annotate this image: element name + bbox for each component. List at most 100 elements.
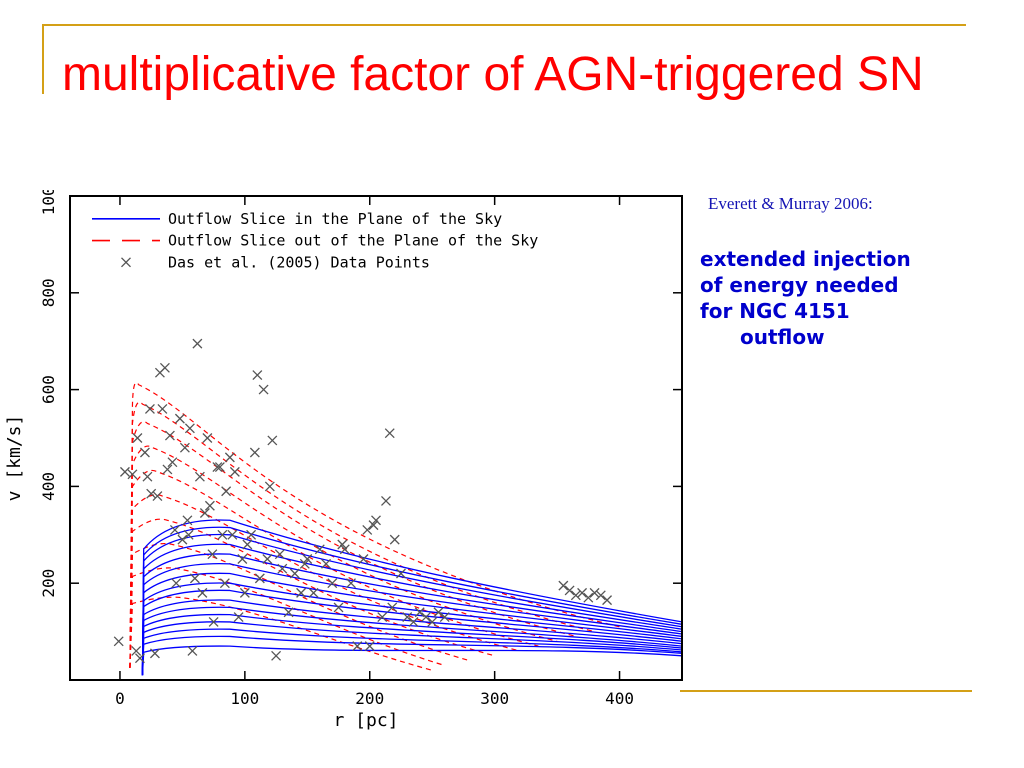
data-point-marker (427, 616, 438, 627)
data-point-marker (368, 520, 379, 531)
data-point-marker (144, 404, 155, 414)
data-point-marker (258, 384, 269, 395)
data-point-marker (570, 590, 581, 601)
data-point-marker (207, 549, 218, 560)
out-plane-curve (129, 421, 576, 668)
data-point-marker (159, 362, 170, 373)
data-point-marker (271, 650, 282, 661)
in-plane-curve (141, 645, 682, 676)
in-plane-curve (141, 589, 682, 676)
in-plane-curve (141, 621, 682, 676)
slide-title: multiplicative factor of AGN-triggered S… (62, 48, 924, 101)
data-point-marker (402, 612, 413, 623)
data-points-layer (113, 338, 613, 664)
data-point-marker (558, 580, 569, 591)
data-point-marker (352, 641, 363, 652)
data-point-marker (219, 578, 230, 589)
data-point-marker (408, 616, 419, 627)
accent-rule-left (42, 24, 44, 94)
data-point-marker (202, 433, 213, 443)
data-point-marker (189, 573, 200, 584)
y-tick-label: 1000 (39, 190, 58, 215)
data-point-marker (254, 573, 265, 584)
data-point-marker (233, 612, 244, 623)
data-point-marker (177, 534, 188, 545)
data-point-marker (602, 595, 613, 606)
legend-swatch-data-points (121, 257, 131, 268)
plot-frame (69, 195, 683, 681)
legend: Outflow Slice in the Plane of the Sky Ou… (92, 210, 538, 271)
data-point-marker (364, 641, 375, 652)
data-point-marker (239, 587, 250, 598)
data-point-marker (308, 587, 319, 598)
data-point-marker (339, 544, 350, 555)
data-point-marker (439, 612, 450, 623)
legend-label-data-points: Das et al. (2005) Data Points (168, 253, 430, 271)
data-point-marker (333, 602, 344, 613)
data-point-marker (214, 462, 225, 472)
data-point-marker (242, 539, 253, 550)
data-point-marker (267, 435, 278, 446)
x-tick-label: 100 (230, 689, 259, 708)
in-plane-curve (141, 543, 682, 676)
accent-rule-bottom (680, 690, 972, 692)
data-point-marker (358, 554, 369, 564)
data-point-marker (192, 338, 203, 349)
data-point-marker (346, 578, 356, 589)
data-point-marker (296, 587, 307, 598)
data-point-marker (131, 646, 142, 656)
in-plane-curve (141, 613, 682, 676)
in-plane-curve (141, 526, 682, 676)
in-plane-curve (141, 562, 682, 676)
out-plane-curve (129, 596, 433, 671)
x-tick-label: 300 (480, 689, 509, 708)
data-point-marker (337, 539, 348, 550)
x-tick-label: 400 (605, 689, 634, 708)
data-point-marker (119, 466, 130, 477)
data-point-marker (149, 648, 160, 659)
data-point-marker (414, 607, 425, 618)
y-tick-label: 600 (39, 375, 58, 404)
data-point-marker (246, 529, 257, 540)
data-point-marker (167, 457, 178, 468)
data-point-marker (162, 464, 173, 475)
data-point-marker (237, 554, 248, 564)
curves-layer (129, 382, 682, 676)
data-point-marker (187, 646, 198, 656)
data-point-marker (204, 500, 215, 511)
data-point-marker (362, 525, 373, 535)
data-point-marker (197, 587, 208, 598)
y-tick-label: 400 (39, 472, 58, 501)
data-point-marker (589, 587, 600, 598)
data-point-marker (321, 558, 332, 569)
data-point-marker (302, 554, 313, 564)
data-point-marker (179, 442, 190, 453)
data-point-marker (381, 495, 391, 506)
data-point-marker (252, 370, 263, 381)
y-axis-label: v [km/s] (4, 415, 25, 502)
data-point-marker (217, 529, 228, 540)
data-point-marker (169, 525, 180, 535)
data-point-marker (577, 587, 588, 598)
x-tick-label: 0 (115, 689, 125, 708)
data-point-marker (377, 612, 388, 623)
data-point-marker (139, 447, 150, 458)
in-plane-curve (141, 628, 682, 676)
data-point-marker (171, 578, 182, 589)
note-line-2: of energy needed (700, 273, 899, 297)
out-plane-curve (129, 382, 620, 668)
data-point-marker (132, 433, 143, 443)
data-point-marker (157, 404, 168, 414)
data-point-marker (229, 466, 240, 477)
data-point-marker (212, 462, 223, 472)
note-line-4: outflow (740, 325, 825, 349)
in-plane-curve (141, 599, 682, 676)
in-plane-curve (141, 519, 682, 676)
x-axis-label: r [pc] (333, 710, 398, 731)
velocity-radius-chart: 0 100 200 300 400 200 400 600 800 1000 Outflow Sl… (4, 190, 683, 731)
data-point-marker (224, 452, 235, 463)
data-point-marker (387, 602, 398, 613)
data-point-marker (583, 592, 594, 603)
data-point-marker (595, 590, 606, 601)
in-plane-curve (141, 606, 682, 676)
